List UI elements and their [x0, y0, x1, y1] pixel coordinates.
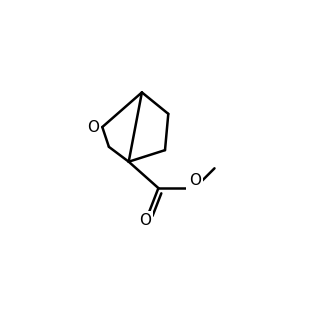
Text: O: O: [139, 213, 151, 228]
Text: O: O: [189, 173, 201, 188]
Text: O: O: [87, 119, 99, 135]
